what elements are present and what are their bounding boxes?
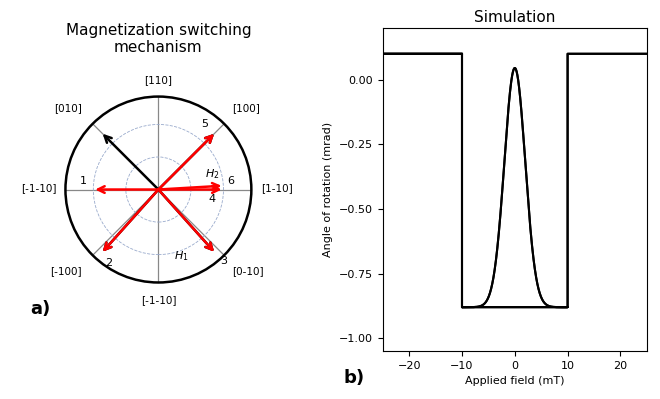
Text: [-100]: [-100] [51,266,82,276]
Y-axis label: Angle of rotation (mrad): Angle of rotation (mrad) [323,122,333,257]
X-axis label: Applied field (mT): Applied field (mT) [465,376,564,386]
Title: Simulation: Simulation [474,10,556,26]
Text: [-1-10]: [-1-10] [20,183,56,193]
Text: 3: 3 [220,256,227,266]
Text: a): a) [30,300,50,318]
Text: 1: 1 [80,176,86,186]
Text: b): b) [343,369,364,387]
Text: 5: 5 [201,119,209,129]
Text: [0-10]: [0-10] [232,266,263,276]
Text: [-1-10]: [-1-10] [141,296,176,306]
Text: [010]: [010] [54,103,82,113]
Title: Magnetization switching
mechanism: Magnetization switching mechanism [65,23,251,55]
Text: [110]: [110] [145,75,172,85]
Text: $H_2$: $H_2$ [205,168,219,181]
Text: [1-10]: [1-10] [261,183,292,193]
Text: 2: 2 [106,258,113,268]
Text: 6: 6 [228,176,234,186]
Text: [100]: [100] [232,103,260,113]
Text: 4: 4 [209,194,216,204]
Text: $H_1$: $H_1$ [174,249,189,263]
